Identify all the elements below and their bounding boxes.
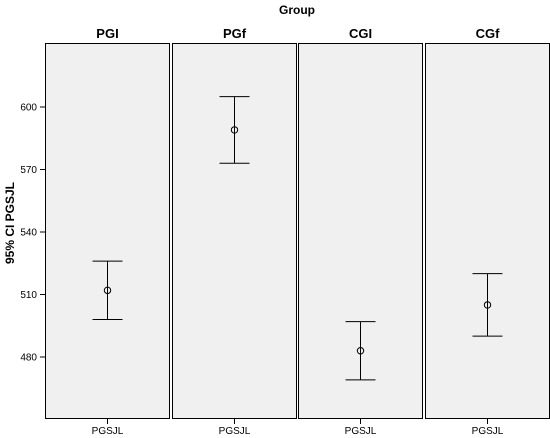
panel-pgf: PGf PGSJL xyxy=(172,26,297,437)
group-title: Group xyxy=(279,3,315,17)
panel-cgi: CGI PGSJL xyxy=(298,26,423,437)
mean-point xyxy=(230,126,239,134)
panel-background xyxy=(425,43,550,419)
panel-title: CGI xyxy=(349,26,372,41)
panel-cgf: CGf PGSJL xyxy=(425,26,550,437)
y-axis-title: 95% CI PGSJL xyxy=(3,182,17,264)
y-tick-label: 540 xyxy=(20,228,37,239)
y-tick-label: 480 xyxy=(20,353,37,364)
panel-title: PGI xyxy=(96,26,118,41)
mean-point xyxy=(356,347,365,355)
panel-title: PGf xyxy=(223,26,247,41)
panels: PGI PGSJL PGf PGSJL CGI PGSJL CGf PGSJL xyxy=(45,26,550,437)
y-tick-label: 510 xyxy=(20,290,37,301)
mean-point xyxy=(483,301,492,309)
panel-background xyxy=(45,43,170,419)
mean-point xyxy=(103,286,112,295)
y-axis: 480 510 540 570 600 xyxy=(20,103,45,364)
panel-title: CGf xyxy=(476,26,501,41)
y-tick-label: 600 xyxy=(20,103,37,114)
x-tick-label: PGSJL xyxy=(345,426,377,437)
x-tick-label: PGSJL xyxy=(219,426,251,437)
x-tick-label: PGSJL xyxy=(472,426,504,437)
y-tick-label: 570 xyxy=(20,165,37,176)
panel-pgi: PGI PGSJL xyxy=(45,26,170,437)
x-tick-label: PGSJL xyxy=(92,426,124,437)
